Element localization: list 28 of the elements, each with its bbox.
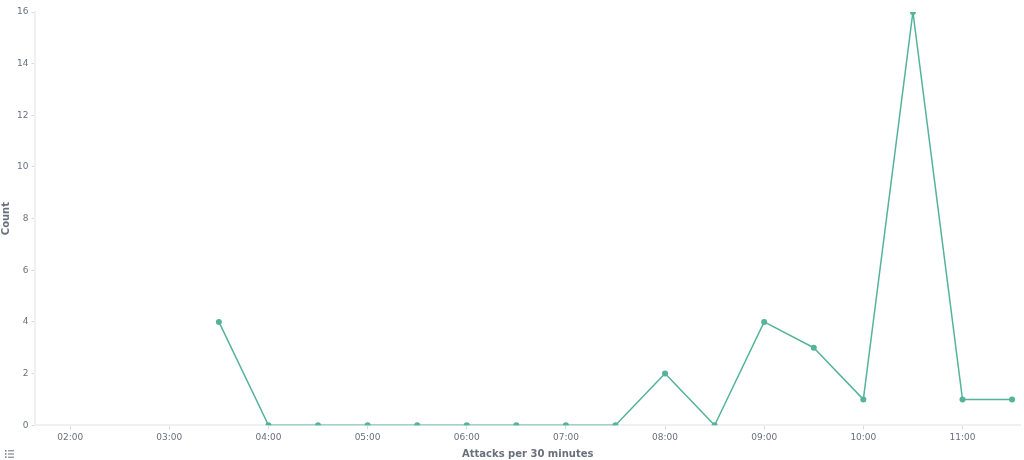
point: [215, 318, 222, 325]
y-tick-label: 6: [22, 264, 29, 275]
y-tick-label: 0: [22, 419, 29, 430]
y-tick-label: 16: [17, 6, 29, 17]
point: [1009, 396, 1016, 403]
x-tick-label: 10:00: [850, 431, 877, 442]
point: [662, 370, 669, 377]
y-axis-title: Count: [0, 201, 11, 236]
x-tick-label: 03:00: [156, 431, 183, 442]
x-tick-label: 06:00: [453, 431, 480, 442]
x-tick-label: 11:00: [949, 431, 976, 442]
x-tick-label: 02:00: [57, 431, 84, 442]
x-tick-label: 07:00: [552, 431, 580, 442]
point: [959, 396, 966, 403]
point: [810, 344, 817, 351]
y-tick-label: 10: [17, 161, 29, 172]
x-tick-label: 04:00: [255, 431, 282, 442]
point: [761, 318, 768, 325]
x-tick-label: 08:00: [652, 431, 679, 442]
y-tick-label: 14: [17, 57, 29, 68]
y-tick-label: 4: [22, 316, 29, 327]
y-tick-label: 8: [22, 212, 29, 223]
y-tick-label: 12: [17, 109, 29, 120]
y-tick-label: 2: [22, 367, 29, 378]
point: [860, 396, 867, 403]
x-tick-label: 05:00: [354, 431, 381, 442]
x-axis-title: Attacks per 30 minutes: [462, 447, 594, 459]
x-tick-label: 09:00: [751, 431, 778, 442]
